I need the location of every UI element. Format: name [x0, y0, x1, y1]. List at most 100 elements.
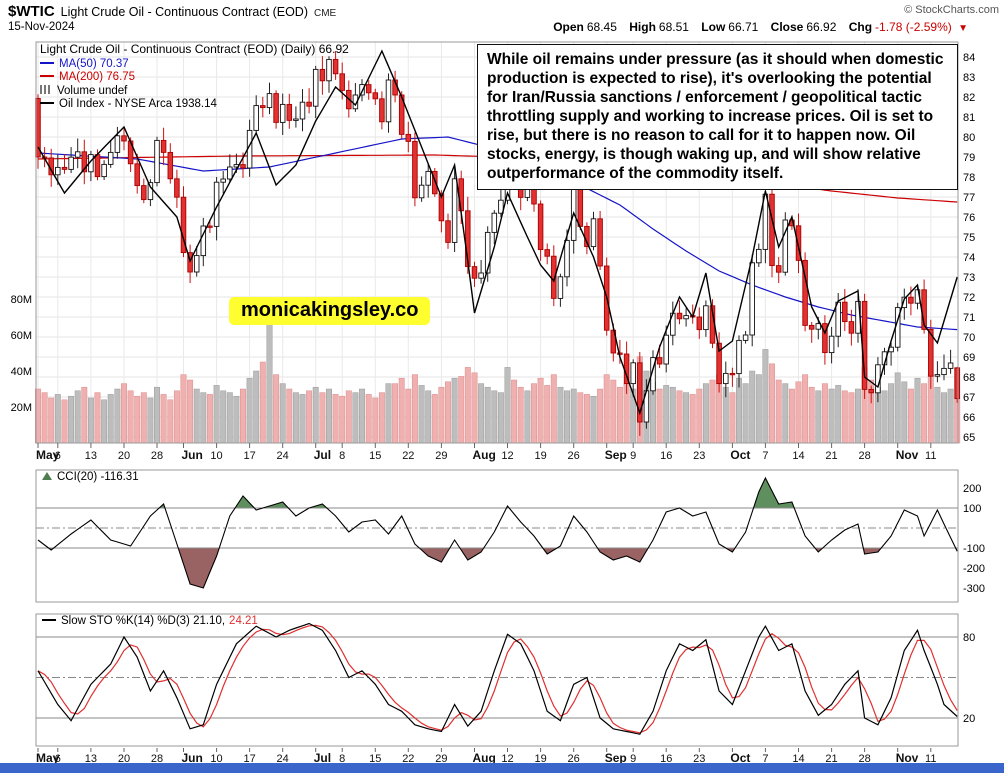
close-label: Close: [770, 20, 804, 34]
svg-text:66: 66: [963, 412, 975, 424]
svg-text:17: 17: [243, 450, 255, 462]
svg-text:70: 70: [963, 332, 975, 344]
svg-text:Jun: Jun: [181, 751, 202, 763]
exchange-label: CME: [314, 8, 337, 19]
svg-text:Nov: Nov: [896, 751, 919, 763]
svg-text:65: 65: [963, 432, 975, 444]
svg-text:69: 69: [963, 352, 975, 364]
svg-text:May: May: [36, 751, 60, 763]
svg-text:Oct: Oct: [730, 751, 750, 763]
svg-text:Sep: Sep: [605, 751, 627, 763]
volume-bars-icon: [40, 84, 52, 94]
svg-text:40M: 40M: [11, 366, 32, 378]
svg-text:29: 29: [435, 450, 447, 462]
ma50-line-icon: [40, 61, 54, 64]
sto-legend: Slow STO %K(14) %D(3) 21.10, 24.21: [42, 615, 258, 627]
svg-text:80: 80: [963, 132, 975, 144]
svg-text:7: 7: [762, 450, 768, 462]
svg-text:75: 75: [963, 232, 975, 244]
svg-text:60M: 60M: [11, 330, 32, 342]
svg-text:20: 20: [118, 753, 130, 763]
svg-text:Nov: Nov: [896, 448, 919, 462]
svg-text:100: 100: [963, 503, 981, 515]
svg-text:12: 12: [501, 753, 513, 763]
svg-text:Jul: Jul: [314, 448, 331, 462]
svg-text:29: 29: [435, 753, 447, 763]
svg-text:-300: -300: [963, 583, 985, 595]
bottom-blue-bar: [0, 763, 1004, 773]
sto-k-line: [37, 622, 958, 735]
svg-text:Jun: Jun: [181, 448, 202, 462]
svg-text:21: 21: [825, 753, 837, 763]
legend-ma200: MA(200) 76.75: [40, 71, 349, 85]
volume-bars: [35, 313, 961, 444]
chg-label: Chg: [848, 20, 873, 34]
high-value: 68.51: [658, 20, 689, 34]
cci-axis-labels: 200 100 -100 -200 -300: [963, 483, 985, 595]
svg-text:15: 15: [369, 753, 381, 763]
price-axis-labels: 84 83 82 81 80 79 78 77 76 75 74 73 72 71 70 69 68 67 66 65: [963, 52, 975, 444]
svg-text:71: 71: [963, 312, 975, 324]
svg-text:23: 23: [693, 753, 705, 763]
ma200-label: MA(200) 76.75: [59, 71, 136, 83]
cci-line: [37, 476, 958, 589]
open-label: Open: [553, 20, 584, 34]
series-title-text: Light Crude Oil - Continuous Contract (E…: [40, 42, 349, 56]
annotation-note: While oil remains under pressure (as it …: [477, 44, 958, 190]
sto-line-icon: [42, 619, 56, 621]
ma200-line-icon: [40, 75, 54, 77]
ohlc-quote-row: Open 68.45 High 68.51 Low 66.71 Close 66.92 …: [544, 20, 968, 34]
copyright-label: © StockCharts.com: [904, 4, 999, 16]
symbol: $WTIC: [8, 3, 55, 20]
chart-title-row: $WTIC Light Crude Oil - Continuous Contra…: [8, 3, 336, 21]
svg-text:79: 79: [963, 152, 975, 164]
svg-text:10: 10: [210, 450, 222, 462]
svg-text:8: 8: [339, 753, 345, 763]
svg-text:82: 82: [963, 92, 975, 104]
svg-text:Aug: Aug: [472, 751, 495, 763]
svg-text:22: 22: [402, 450, 414, 462]
ma50-label: MA(50) 70.37: [59, 57, 129, 70]
watermark-badge: monicakingsley.co: [229, 297, 431, 325]
low-value: 66.71: [728, 20, 759, 34]
svg-text:28: 28: [859, 753, 871, 763]
svg-text:19: 19: [534, 753, 546, 763]
svg-text:74: 74: [963, 252, 975, 264]
svg-text:Oct: Oct: [730, 448, 750, 462]
oil-index-line-icon: [40, 102, 54, 104]
legend-series-title: Light Crude Oil - Continuous Contract (E…: [40, 42, 349, 57]
sto-label: Slow STO %K(14) %D(3) 21.10,: [61, 615, 226, 627]
legend-oil-index: Oil Index - NYSE Arca 1938.14: [40, 98, 349, 112]
svg-text:11: 11: [925, 450, 936, 462]
low-label: Low: [701, 20, 726, 34]
svg-text:76: 76: [963, 212, 975, 224]
svg-text:24: 24: [277, 450, 289, 462]
svg-text:20: 20: [118, 450, 130, 462]
svg-text:20M: 20M: [11, 402, 32, 414]
legend-volume: Volume undef: [40, 84, 349, 99]
svg-text:200: 200: [963, 483, 981, 495]
svg-text:17: 17: [243, 753, 255, 763]
sto-axis-labels: 80 20: [963, 632, 975, 725]
high-label: High: [629, 20, 656, 34]
svg-text:14: 14: [792, 450, 804, 462]
svg-text:10: 10: [210, 753, 222, 763]
svg-text:20: 20: [963, 713, 975, 725]
svg-text:67: 67: [963, 392, 975, 404]
svg-text:73: 73: [963, 272, 975, 284]
chg-value: -1.78 (-2.59%): [875, 20, 952, 34]
cci-panel-canvas: 200 100 -100 -200 -300: [35, 469, 985, 603]
svg-text:26: 26: [568, 450, 580, 462]
svg-text:81: 81: [963, 112, 975, 124]
svg-text:-200: -200: [963, 563, 985, 575]
svg-text:Jul: Jul: [314, 751, 331, 763]
svg-text:83: 83: [963, 72, 975, 84]
svg-text:15: 15: [369, 450, 381, 462]
main-chart-legend: Light Crude Oil - Continuous Contract (E…: [40, 42, 349, 112]
sto-d-line: [37, 624, 958, 734]
volume-label: Volume undef: [57, 84, 128, 97]
svg-text:May: May: [36, 448, 60, 462]
